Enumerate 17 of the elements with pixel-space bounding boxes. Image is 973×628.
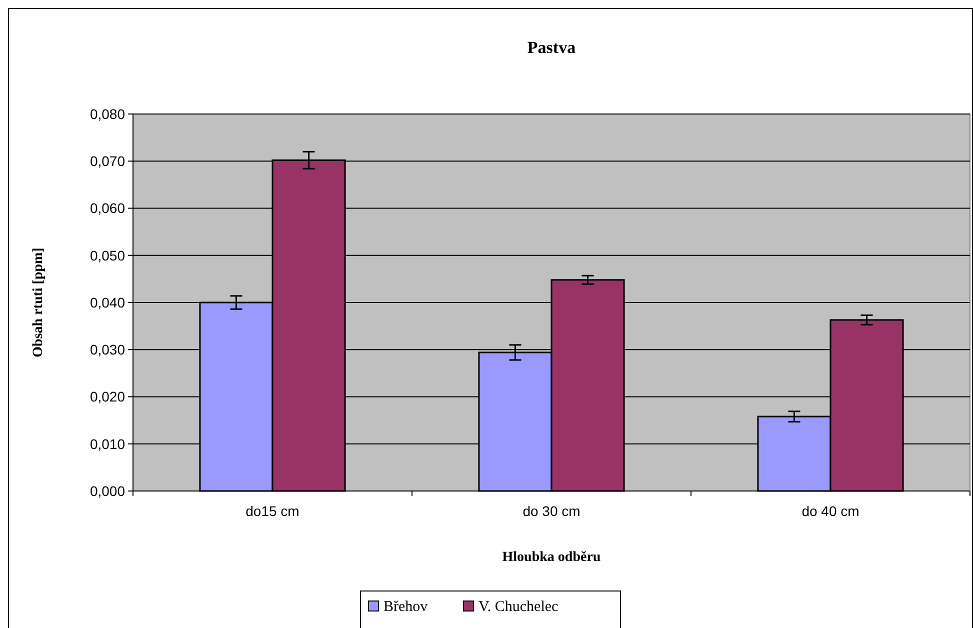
y-tick-label: 0,020	[90, 388, 126, 405]
x-tick-label: do15 cm	[246, 503, 300, 519]
y-tick-label: 0,050	[90, 247, 126, 264]
legend-label: V. Chuchelec	[478, 599, 559, 615]
x-axis-title: Hloubka odběru	[502, 550, 601, 565]
y-tick-label: 0,070	[90, 153, 126, 170]
chart-title: Pastva	[527, 38, 576, 57]
x-tick-label: do 40 cm	[802, 503, 860, 519]
y-tick-label: 0,010	[90, 436, 126, 452]
y-tick-label: 0,060	[90, 200, 126, 216]
legend-label: Břehov	[384, 599, 428, 615]
y-tick-label: 0,000	[90, 482, 126, 499]
y-tick-label: 0,040	[90, 294, 126, 310]
x-tick-label: do 30 cm	[522, 503, 580, 519]
y-tick-label: 0,080	[90, 106, 126, 122]
y-tick-label: 0,030	[90, 342, 126, 358]
y-axis-title: Obsah rtuti [ppm]	[31, 248, 46, 358]
